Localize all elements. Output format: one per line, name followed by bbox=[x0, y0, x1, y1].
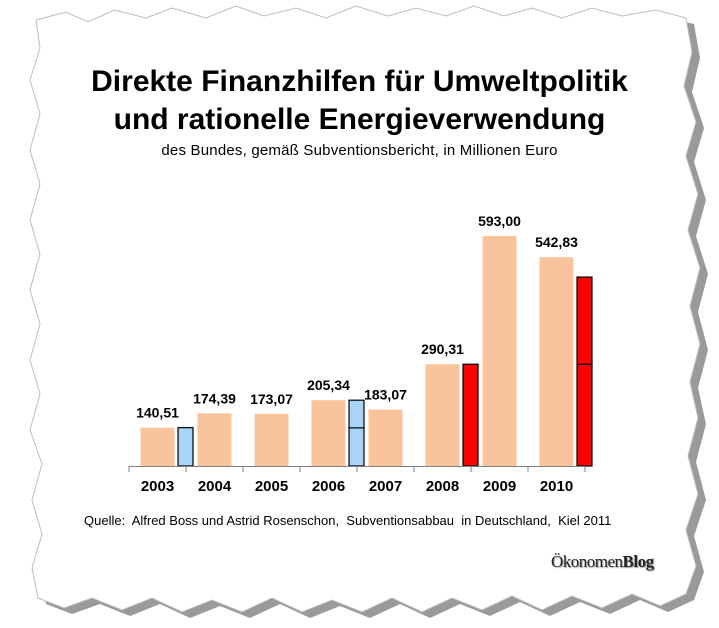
bar-2007 bbox=[368, 409, 403, 466]
chart-title-line-1: Direkte Finanzhilfen für Umweltpolitik bbox=[91, 65, 628, 98]
x-tick-label-2003: 2003 bbox=[141, 478, 174, 495]
bar-2008 bbox=[425, 364, 460, 466]
bar-2005 bbox=[254, 413, 289, 466]
data-label-2010: 542,83 bbox=[535, 234, 578, 250]
chart-subtitle: des Bundes, gemäß Subventionsbericht, in… bbox=[161, 142, 558, 159]
x-tick-label-2007: 2007 bbox=[369, 478, 402, 495]
bar-2004 bbox=[197, 413, 232, 466]
data-label-2004: 174,39 bbox=[193, 390, 236, 406]
x-tick-label-2010: 2010 bbox=[540, 478, 573, 495]
overlay-bar-2010-1 bbox=[576, 363, 593, 467]
data-label-2009: 593,00 bbox=[478, 213, 521, 229]
source-note: Quelle: Alfred Boss und Astrid Rosenscho… bbox=[84, 513, 612, 528]
bar-2003 bbox=[140, 427, 175, 466]
data-label-2003: 140,51 bbox=[136, 405, 179, 421]
brand-logo: ÖkonomenBlog bbox=[551, 552, 654, 572]
x-tick-label-2005: 2005 bbox=[255, 478, 288, 495]
data-label-2008: 290,31 bbox=[421, 341, 464, 357]
x-tick-label-2004: 2004 bbox=[198, 478, 232, 495]
x-tick-label-2009: 2009 bbox=[483, 478, 516, 495]
x-tick-label-2006: 2006 bbox=[312, 478, 345, 495]
bar-2006 bbox=[311, 400, 346, 466]
brand-name-part1: Ökonomen bbox=[551, 552, 623, 571]
chart-title-line-2: und rationelle Energieverwendung bbox=[113, 103, 606, 136]
overlay-bar-2006-1 bbox=[348, 427, 365, 467]
overlay-bar-2006-2 bbox=[348, 399, 365, 429]
bar-2009 bbox=[482, 235, 517, 466]
data-label-2006: 205,34 bbox=[307, 377, 350, 393]
bar-2010 bbox=[539, 257, 574, 466]
overlay-bar-2003-1 bbox=[177, 427, 194, 467]
data-label-2007: 183,07 bbox=[364, 387, 407, 403]
brand-name-part2: Blog bbox=[622, 552, 655, 571]
data-label-2005: 173,07 bbox=[250, 391, 293, 407]
x-tick-label-2008: 2008 bbox=[426, 478, 459, 495]
overlay-bar-2008-1 bbox=[462, 363, 479, 467]
overlay-bar-2010-2 bbox=[576, 276, 593, 365]
